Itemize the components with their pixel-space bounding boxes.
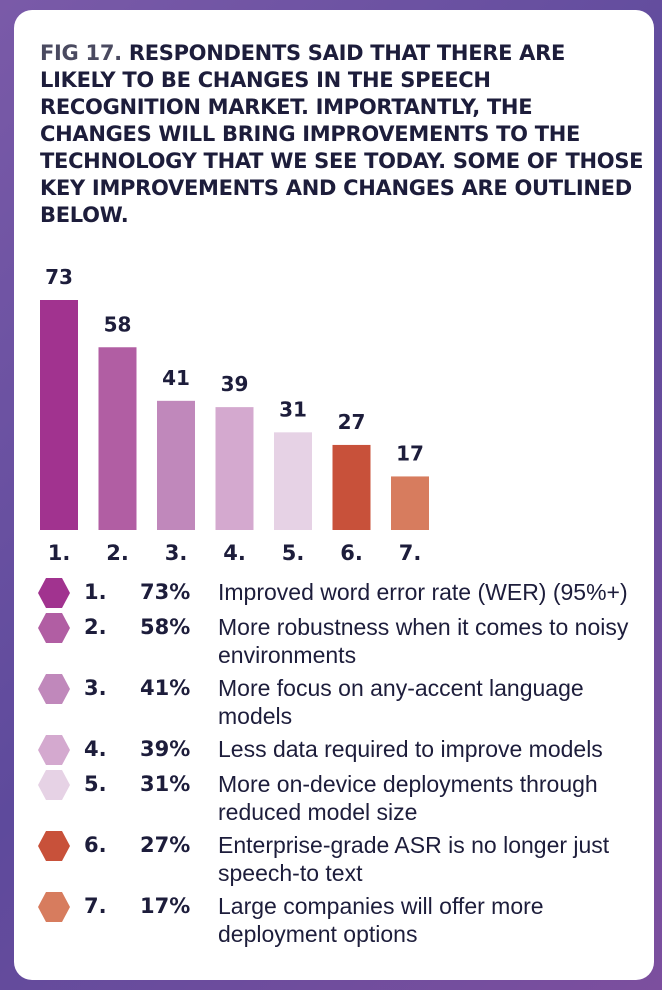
legend-item: 7. 17% Large companies will offer more dep… [38,892,648,948]
hexagon-icon [38,578,70,608]
bar-value-label: 17 [396,441,424,465]
legend-number: 7. [84,894,107,918]
legend-item: 2. 58% More robustness when it comes to no… [38,613,648,669]
bar-value-label: 27 [338,410,366,434]
legend-item: 3. 41% More focus on any-accent language m… [38,674,648,730]
legend-number: 4. [84,737,107,761]
category-label: 4. [223,541,246,565]
legend-item: 1. 73% Improved word error rate (WER) (95%… [38,578,648,608]
legend-percent: 27% [140,833,191,857]
legend-percent: 41% [140,676,191,700]
bar-4 [215,407,254,530]
hexagon-icon [38,892,70,922]
figure-number: FIG 17. [40,41,122,65]
bar-1 [40,300,78,530]
figure-title: FIG 17. RESPONDENTS SAID THAT THERE ARE … [40,40,646,229]
bar-value-label: 39 [221,372,249,396]
category-label: 3. [165,541,188,565]
legend-description: More robustness when it comes to noisy e… [218,614,629,668]
bar-value-label: 31 [279,397,307,421]
bar-7 [391,476,429,530]
legend-percent: 17% [140,894,191,918]
bar-5 [274,432,312,530]
legend-number: 1. [84,580,107,604]
legend-description: Less data required to improve models [218,736,603,762]
legend-number: 2. [84,615,107,639]
legend-number: 3. [84,676,107,700]
bar-6 [332,444,371,530]
hexagon-icon [38,770,70,800]
legend-description: More focus on any-accent language models [218,675,584,729]
bar-value-label: 73 [45,265,73,289]
figure-card: FIG 17. RESPONDENTS SAID THAT THERE ARE … [14,10,654,980]
hexagon-icon [38,831,70,861]
hexagon-icon [38,613,70,643]
category-label: 2. [106,541,129,565]
figure-title-text: RESPONDENTS SAID THAT THERE ARE LIKELY T… [40,41,644,227]
category-label: 1. [48,541,71,565]
legend-description: Large companies will offer more deployme… [218,893,544,947]
legend-percent: 58% [140,615,191,639]
legend-description: Improved word error rate (WER) (95%+) [218,579,628,605]
legend-number: 5. [84,772,107,796]
bar-chart: 73 1. 58 2. 41 3. 39 4. 31 5. 27 6. 17 7. [40,265,429,565]
bar-3 [157,400,195,530]
chart-legend: 1. 73% Improved word error rate (WER) (95%… [38,578,648,953]
legend-item: 4. 39% Less data required to improve model… [38,735,648,765]
legend-percent: 73% [140,580,191,604]
bar-value-label: 41 [162,366,190,390]
hexagon-icon [38,674,70,704]
bar-2 [98,347,137,530]
legend-item: 5. 31% More on-device deployments through … [38,770,648,826]
legend-percent: 31% [140,772,191,796]
bar-value-label: 58 [104,312,132,336]
legend-item: 6. 27% Enterprise-grade ASR is no longer j… [38,831,648,887]
hexagon-icon [38,735,70,765]
legend-description: More on-device deployments through reduc… [218,771,598,825]
legend-number: 6. [84,833,107,857]
legend-percent: 39% [140,737,191,761]
category-label: 6. [340,541,363,565]
category-label: 7. [399,541,422,565]
legend-description: Enterprise-grade ASR is no longer just s… [218,832,610,886]
category-label: 5. [282,541,305,565]
